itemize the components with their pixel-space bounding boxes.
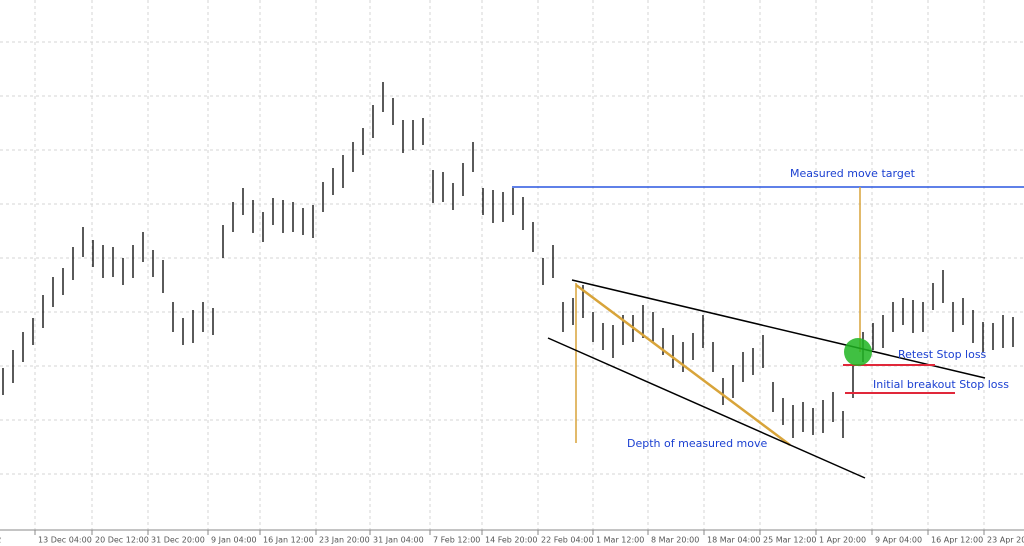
x-tick-label: 1 Apr 20:00 (819, 536, 866, 545)
upper-wedge-line (571, 279, 986, 379)
retest-marker (844, 338, 872, 366)
x-tick-label: 25 Mar 12:00 (763, 536, 816, 545)
x-tick-label: 13 Dec 04:00 (38, 536, 92, 545)
x-tick-label: 31 Dec 20:00 (151, 536, 205, 545)
price-bars (2, 82, 1014, 438)
x-tick-label: 9 Jan 04:00 (211, 536, 257, 545)
annotation: Depth of measured move (627, 437, 768, 450)
horizontal-grid (0, 41, 1024, 475)
x-tick-label: 7 Feb 12:00 (433, 536, 480, 545)
x-tick-label: 23 Jan 20:00 (319, 536, 370, 545)
x-tick-label: 14 Feb 20:00 (485, 536, 537, 545)
x-tick-label: 2012 (0, 536, 1, 545)
x-tick-label: 16 Jan 12:00 (263, 536, 314, 545)
x-tick-label: 22 Feb 04:00 (541, 536, 593, 545)
x-tick-label: 23 Apr 20:00 (987, 536, 1024, 545)
x-tick-label: 31 Jan 04:00 (373, 536, 424, 545)
x-tick-label: 9 Apr 04:00 (875, 536, 922, 545)
annotation: Measured move target (790, 167, 916, 180)
annotations-drawing (512, 186, 1024, 479)
lower-wedge-line (547, 337, 866, 479)
vertical-grid (34, 0, 985, 530)
annotation: Initial breakout Stop loss (873, 378, 1009, 391)
x-tick-label: 20 Dec 12:00 (95, 536, 149, 545)
x-tick-label: 1 Mar 12:00 (596, 536, 644, 545)
x-tick-label: 8 Mar 20:00 (651, 536, 699, 545)
x-tick-label: 18 Mar 04:00 (707, 536, 760, 545)
depth-diagonal (575, 283, 791, 447)
annotation: Retest Stop loss (898, 348, 987, 361)
x-tick-label: 16 Apr 12:00 (931, 536, 983, 545)
